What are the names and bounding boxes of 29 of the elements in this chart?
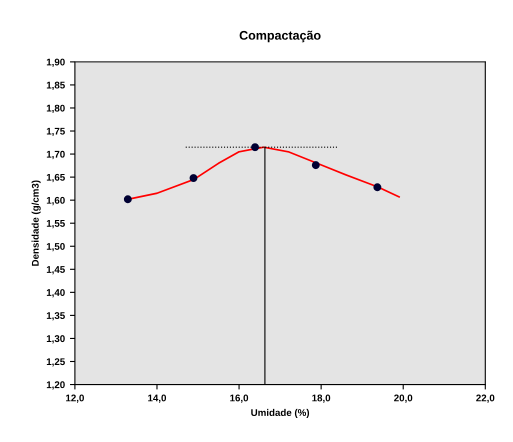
- chart-title: Compactação: [240, 30, 321, 42]
- y-tick-label: 1,70: [46, 150, 65, 160]
- y-tick-label: 1,75: [46, 128, 65, 136]
- x-tick-label: 20,0: [394, 394, 412, 403]
- y-tick-label: 1,50: [46, 242, 65, 252]
- y-tick-label: 1,90: [46, 58, 65, 67]
- x-tick-label: 18,0: [312, 394, 330, 403]
- point: [190, 174, 198, 182]
- y-tick-label: 1,85: [46, 82, 65, 90]
- y-tick-label: 1,35: [46, 312, 65, 320]
- y-tick-label: 1,30: [46, 335, 65, 344]
- x-tick-label: 14,0: [148, 394, 166, 403]
- x-tick-label: 16,0: [230, 394, 248, 403]
- x-axis-title: Umidade (%): [251, 408, 310, 418]
- y-axis-title: Densidade (g/cm3): [32, 180, 41, 266]
- y-tick-label: 1,60: [46, 196, 65, 206]
- x-tick-label: 22,0: [476, 394, 494, 403]
- y-tick-label: 1,65: [46, 174, 65, 182]
- x-tick-label: 12,0: [66, 394, 84, 403]
- point: [373, 183, 382, 192]
- point: [251, 143, 260, 152]
- point: [312, 161, 320, 170]
- point: [124, 195, 132, 204]
- y-tick-label: 1,55: [46, 220, 65, 228]
- y-tick-label: 1,40: [46, 289, 65, 298]
- y-tick-label: 1,25: [46, 358, 65, 367]
- y-tick-label: 1,20: [46, 381, 65, 390]
- y-tick-label: 1,45: [46, 266, 65, 274]
- y-tick-label: 1,80: [46, 104, 65, 114]
